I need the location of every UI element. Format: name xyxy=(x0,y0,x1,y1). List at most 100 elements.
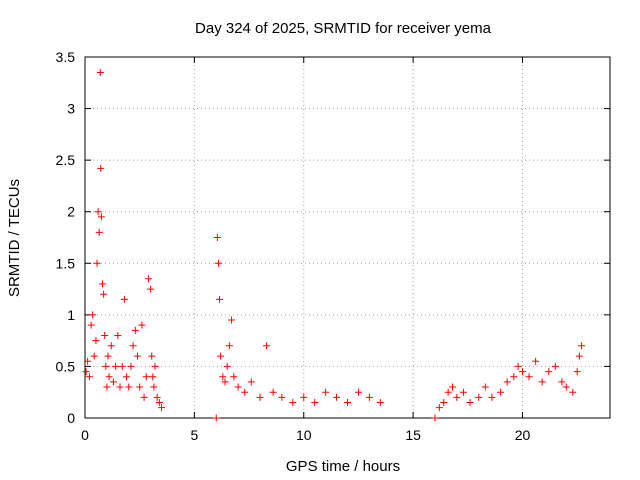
data-point xyxy=(558,378,566,386)
data-point xyxy=(105,373,113,381)
data-point xyxy=(230,373,238,381)
x-tick-label: 5 xyxy=(190,427,198,443)
data-point xyxy=(120,295,128,303)
data-point xyxy=(149,373,157,381)
data-point xyxy=(466,399,474,407)
data-point xyxy=(217,352,225,360)
y-tick-label: 3.5 xyxy=(56,49,76,65)
data-point xyxy=(300,393,308,401)
data-point xyxy=(503,378,511,386)
data-point xyxy=(118,362,126,370)
data-point xyxy=(376,399,384,407)
data-point xyxy=(278,393,286,401)
data-point xyxy=(93,259,101,267)
data-point xyxy=(127,362,135,370)
data-point xyxy=(365,393,373,401)
x-tick-label: 15 xyxy=(405,427,421,443)
x-tick-label: 10 xyxy=(296,427,312,443)
data-point xyxy=(545,368,553,376)
data-point xyxy=(134,352,141,360)
data-point xyxy=(481,383,489,391)
data-point xyxy=(97,164,105,172)
data-point xyxy=(116,383,124,391)
data-point xyxy=(519,368,526,376)
data-point xyxy=(344,399,351,407)
data-point xyxy=(223,362,231,370)
x-axis-label: GPS time / hours xyxy=(286,458,400,475)
data-point xyxy=(140,393,148,401)
data-point xyxy=(289,399,297,407)
y-tick-label: 0 xyxy=(67,410,75,426)
data-point xyxy=(354,388,362,396)
data-point xyxy=(84,357,92,365)
data-point xyxy=(87,321,95,329)
data-points xyxy=(82,68,586,422)
y-tick-label: 2.5 xyxy=(56,152,76,168)
data-point xyxy=(333,393,341,401)
data-point xyxy=(440,399,448,407)
y-tick-label: 3 xyxy=(67,101,75,117)
data-point xyxy=(214,259,222,267)
data-point xyxy=(247,378,255,386)
data-point xyxy=(144,275,152,283)
y-tick-label: 1 xyxy=(67,307,75,323)
data-point xyxy=(112,362,120,370)
data-point xyxy=(514,362,522,370)
data-point xyxy=(96,68,104,76)
data-point xyxy=(525,373,533,381)
x-tick-label: 0 xyxy=(81,427,89,443)
data-point xyxy=(322,388,330,396)
data-point xyxy=(138,321,146,329)
data-point xyxy=(569,388,577,396)
data-point xyxy=(212,414,220,422)
data-point xyxy=(269,388,277,396)
data-point xyxy=(142,373,150,381)
data-point xyxy=(150,383,158,391)
data-point xyxy=(125,383,133,391)
chart-title: Day 324 of 2025, SRMTID for receiver yem… xyxy=(195,20,492,37)
data-point xyxy=(114,331,122,339)
data-point xyxy=(107,342,115,350)
y-tick-label: 0.5 xyxy=(56,358,76,374)
data-point xyxy=(104,352,112,360)
data-point xyxy=(216,295,224,303)
data-point xyxy=(219,373,227,381)
data-point xyxy=(153,393,161,401)
data-point xyxy=(497,388,505,396)
data-point xyxy=(578,342,586,350)
data-point xyxy=(129,342,137,350)
grid-lines xyxy=(85,57,610,418)
data-point xyxy=(488,393,496,401)
data-point xyxy=(228,316,236,324)
plot-frame xyxy=(84,56,611,419)
data-point xyxy=(225,342,233,350)
data-point xyxy=(449,383,456,391)
data-point xyxy=(155,399,163,407)
data-point xyxy=(263,342,271,350)
data-point xyxy=(575,352,583,360)
data-point xyxy=(459,388,467,396)
data-point xyxy=(213,234,221,241)
data-point xyxy=(131,326,139,334)
data-point xyxy=(100,290,108,298)
y-tick-label: 2 xyxy=(67,204,75,220)
data-point xyxy=(221,378,229,386)
data-point xyxy=(82,368,90,376)
data-point xyxy=(234,383,242,391)
data-point xyxy=(89,311,97,319)
data-point xyxy=(151,362,159,370)
data-point xyxy=(103,383,111,391)
data-point xyxy=(435,404,443,412)
y-axis-label: SRMTID / TECUs xyxy=(6,179,23,297)
data-point xyxy=(147,285,155,293)
data-point xyxy=(97,213,105,221)
data-point xyxy=(538,378,546,386)
data-point xyxy=(94,208,102,216)
data-point xyxy=(109,378,117,386)
data-point xyxy=(90,352,98,360)
axis-ticks: 0 0.5 1 1.5 2 2.5 3 3.5 0 5 10 15 20 xyxy=(56,49,610,443)
data-point xyxy=(148,352,156,360)
data-point xyxy=(510,373,518,381)
data-point xyxy=(311,399,319,407)
